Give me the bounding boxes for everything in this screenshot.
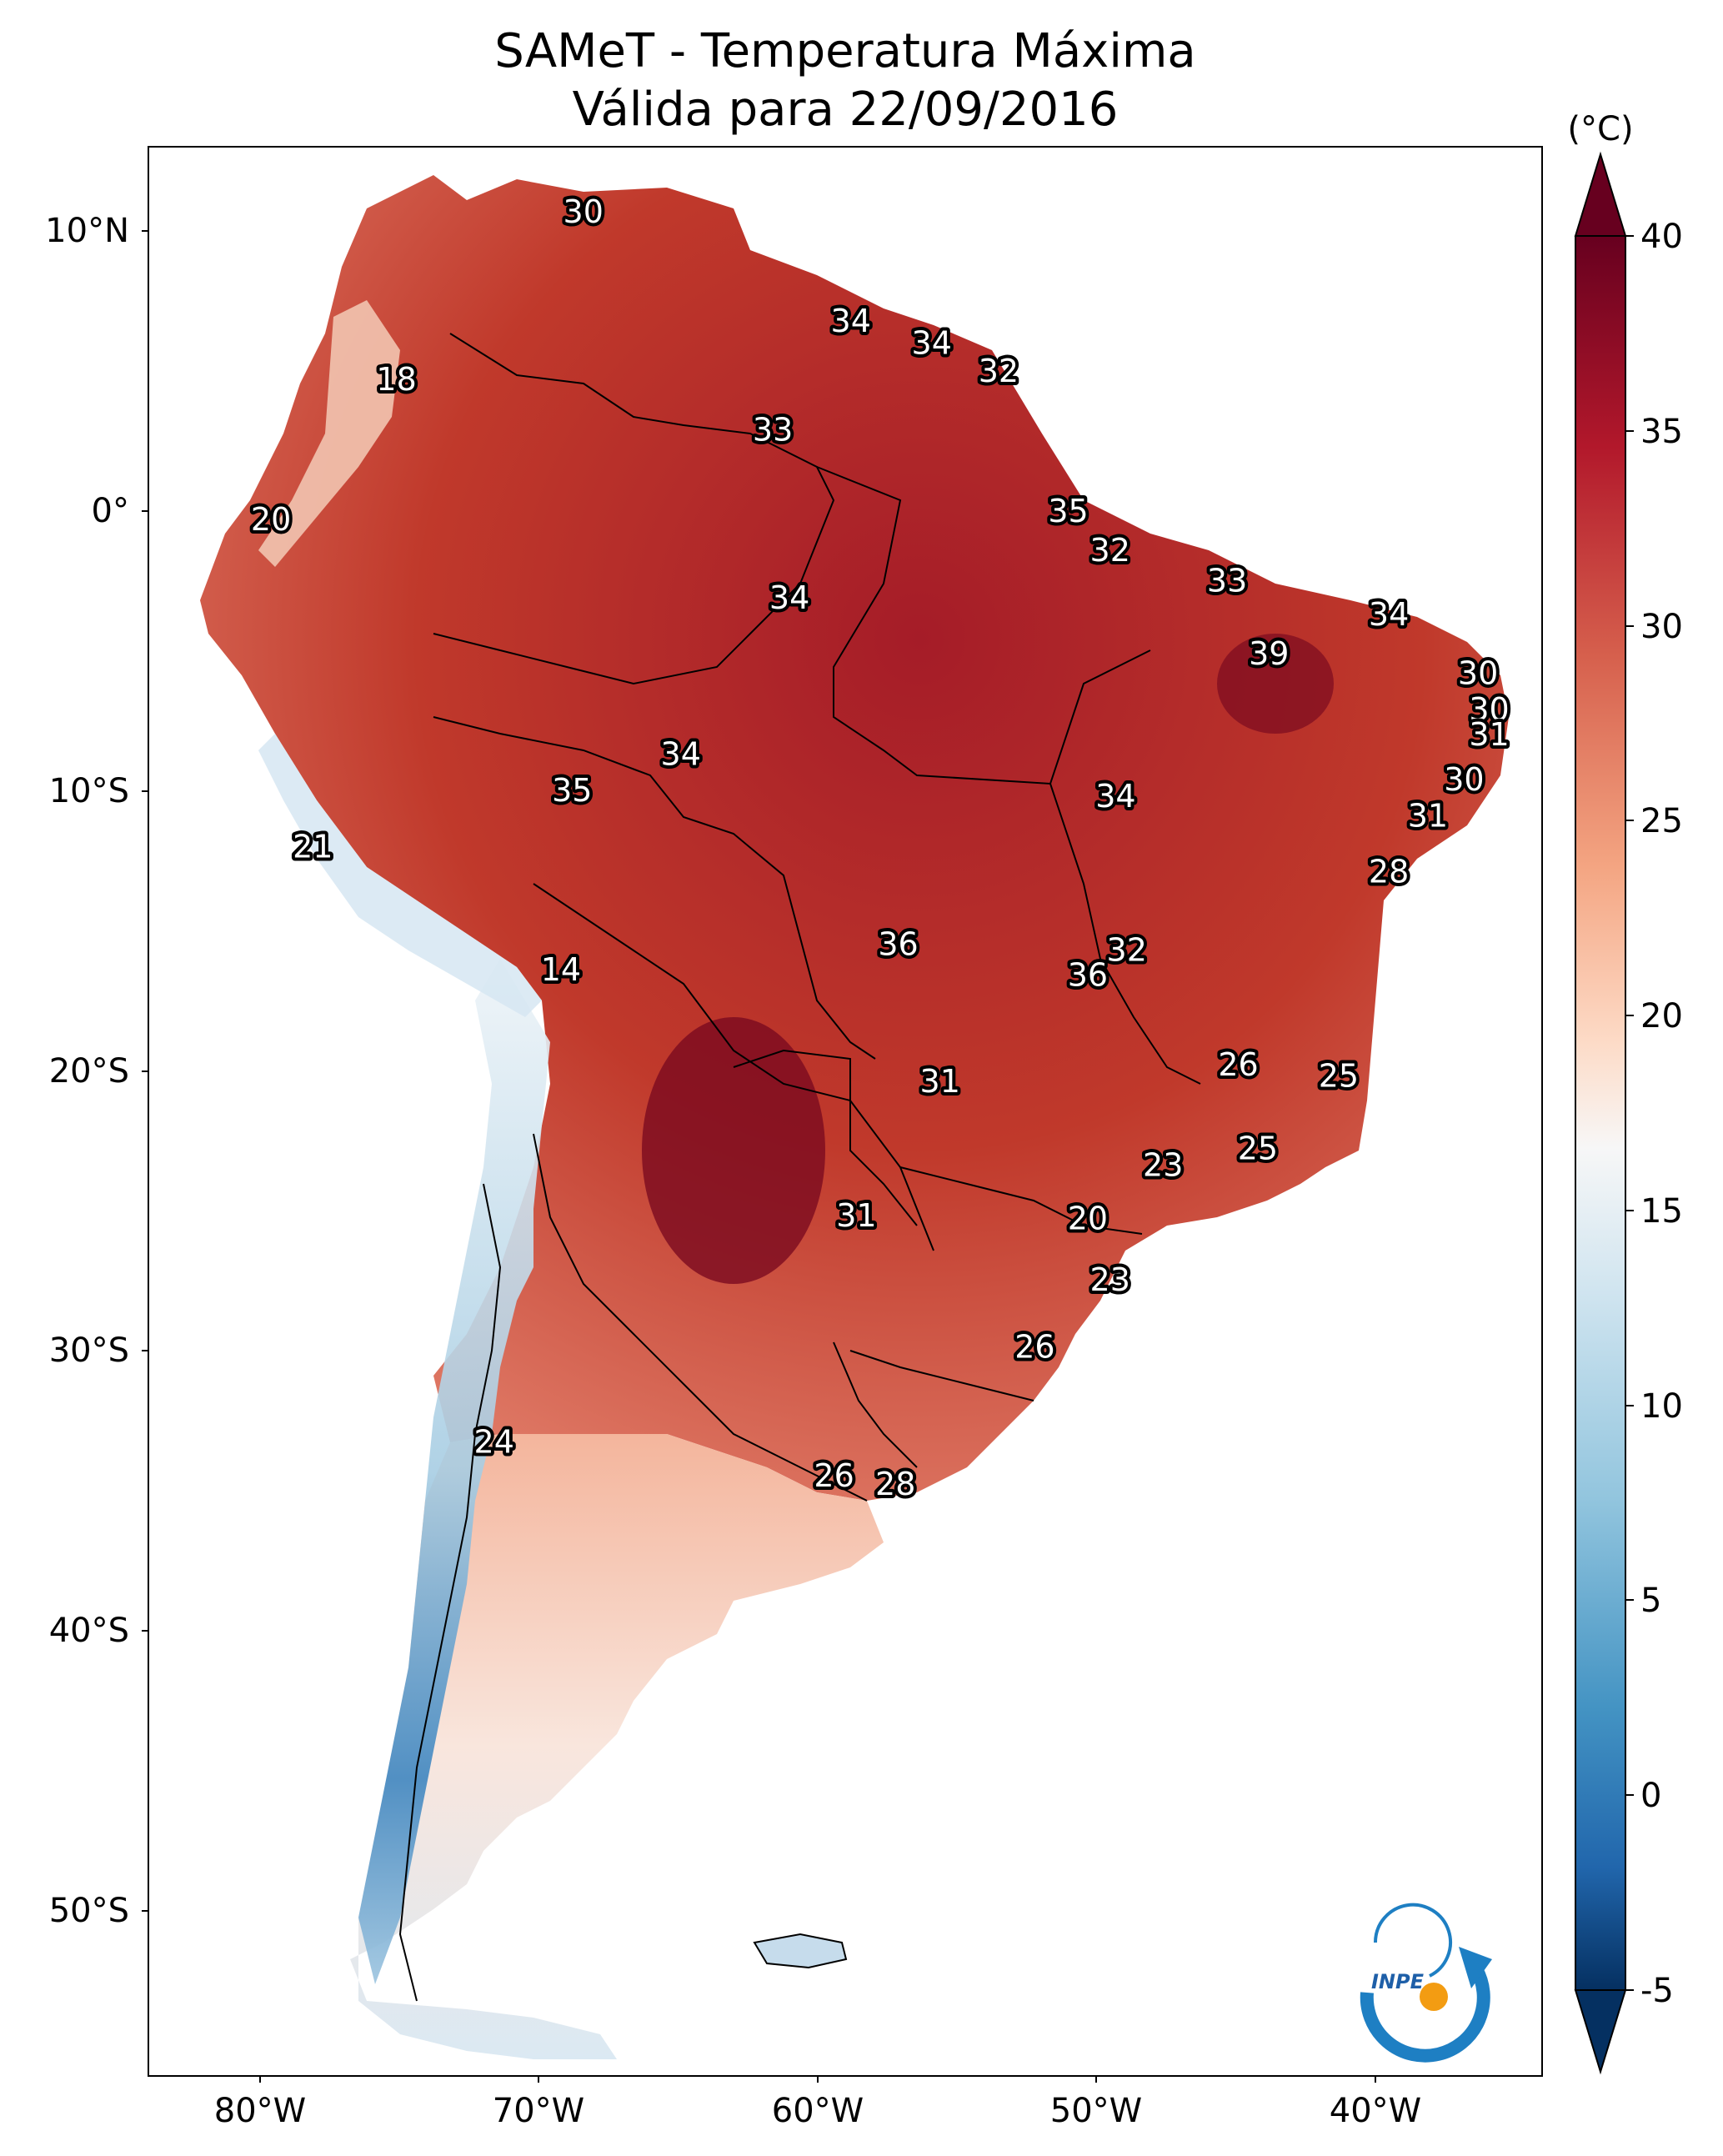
station-temperature-label: 25 [1238, 1131, 1278, 1167]
lat-axis: 10°N 0° 10°S 20°S 30°S 40°S 50°S [45, 212, 148, 1930]
colorbar-tick-label: 35 [1640, 413, 1683, 451]
station-temperature-label: 32 [979, 353, 1019, 389]
colorbar-tick-label: 0 [1640, 1777, 1661, 1815]
station-temperature-label: 34 [1095, 778, 1135, 815]
station-temperature-label: 34 [661, 736, 701, 773]
station-temperature-label: 28 [1369, 853, 1409, 890]
station-temperature-label: 33 [753, 412, 793, 449]
station-temperature-label: 21 [293, 828, 333, 865]
lat-tick-label: 10°N [45, 212, 129, 250]
northeast-hotspot [1217, 634, 1334, 734]
colorbar-tick-label: 25 [1640, 802, 1683, 840]
lon-tick-label: 50°W [1050, 2092, 1142, 2130]
colorbar-tick-label: 30 [1640, 608, 1683, 646]
station-temperature-label: 26 [1014, 1329, 1054, 1366]
station-temperature-label: 20 [251, 501, 291, 538]
station-temperature-label: 23 [1090, 1261, 1130, 1298]
continent-south [350, 1434, 884, 2059]
logo-orbit [1373, 1903, 1452, 1978]
lon-tick-label: 60°W [772, 2092, 864, 2130]
station-temperature-label: 18 [376, 361, 416, 398]
lat-tick-label: 40°S [49, 1612, 129, 1650]
station-temperature-label: 23 [1143, 1147, 1183, 1184]
lat-tick-label: 0° [92, 492, 129, 530]
colorbar-tick-label: 5 [1640, 1582, 1661, 1620]
station-temperature-label: 34 [1369, 596, 1409, 633]
colorbar-tick-label: -5 [1640, 1972, 1674, 2010]
station-temperature-label: 32 [1090, 532, 1130, 569]
station-temperature-label: 31 [1408, 797, 1448, 834]
colorbar-tick-label: 40 [1640, 218, 1683, 256]
station-temperature-label: 39 [1249, 635, 1289, 672]
station-temperature-label: 30 [563, 193, 604, 230]
lon-tick-label: 70°W [493, 2092, 584, 2130]
station-temperature-label: 14 [541, 951, 581, 988]
colorbar-tick-label: 10 [1640, 1387, 1683, 1426]
lon-tick-label: 80°W [214, 2092, 306, 2130]
lat-tick-label: 20°S [49, 1052, 129, 1091]
station-temperature-label: 34 [831, 303, 871, 339]
station-temperature-label: 31 [1469, 716, 1509, 753]
station-temperature-label: 20 [1068, 1200, 1108, 1236]
falkland-islands [753, 1933, 848, 1969]
colorbar-gradient [1575, 235, 1626, 1991]
colorbar-tick-label: 15 [1640, 1192, 1683, 1231]
station-temperature-label: 35 [552, 772, 592, 809]
station-temperature-label: 30 [1458, 654, 1498, 691]
station-temperature-label: 30 [1444, 761, 1484, 798]
station-temperature-label: 34 [912, 325, 952, 362]
station-temperature-label: 26 [814, 1457, 854, 1494]
colorbar-min-arrow [1574, 1989, 1627, 2075]
colorbar-tick-label: 20 [1640, 997, 1683, 1035]
station-temperature-label: 36 [1068, 957, 1108, 994]
colorbar-unit-label: (°C) [1567, 110, 1633, 148]
station-temperature-label: 30 [1469, 691, 1509, 728]
logo-arc [1360, 1963, 1490, 2063]
chart-title-line1: SAMeT - Temperatura Máxima [494, 24, 1196, 78]
colorbar: (°C) 40 35 30 25 20 15 10 5 0 -5 [1567, 110, 1683, 2075]
colorbar-max-arrow [1574, 151, 1627, 237]
country-borders [398, 333, 1201, 2002]
station-temperature-label: 26 [1218, 1046, 1258, 1083]
colombia-andes-strip [258, 300, 400, 567]
logo-orange-dot [1420, 1983, 1448, 2011]
station-temperature-label: 35 [1048, 493, 1088, 529]
continent-north [200, 175, 1509, 1501]
lat-tick-label: 50°S [49, 1892, 129, 1930]
station-temperature-label: 31 [920, 1063, 960, 1100]
logo-text: INPE [1371, 1970, 1425, 1993]
inpe-logo: INPE [1360, 1903, 1492, 2063]
station-temperature-label: 32 [1107, 931, 1147, 968]
lat-tick-label: 30°S [49, 1331, 129, 1370]
station-temperature-label: 24 [474, 1424, 514, 1461]
lon-tick-label: 40°W [1330, 2092, 1421, 2130]
andes-cold-strip [358, 959, 550, 1984]
station-temperature-label: 33 [1207, 563, 1247, 599]
lat-tick-label: 10°S [49, 772, 129, 810]
chart-title-line2: Válida para 22/09/2016 [573, 83, 1119, 137]
station-temperature-label: 31 [836, 1197, 876, 1234]
peru-coast-strip [258, 734, 542, 1017]
station-temperature-label: 28 [875, 1466, 915, 1502]
lon-axis: 80°W 70°W 60°W 50°W 40°W [214, 2076, 1421, 2130]
station-temperature-label: 25 [1319, 1057, 1359, 1094]
station-temperature-label: 34 [769, 579, 809, 616]
logo-arrow [1459, 1947, 1492, 1988]
chaco-hotspot [642, 1017, 825, 1284]
map-frame [148, 146, 1543, 2077]
station-temperature-label: 36 [878, 926, 918, 963]
